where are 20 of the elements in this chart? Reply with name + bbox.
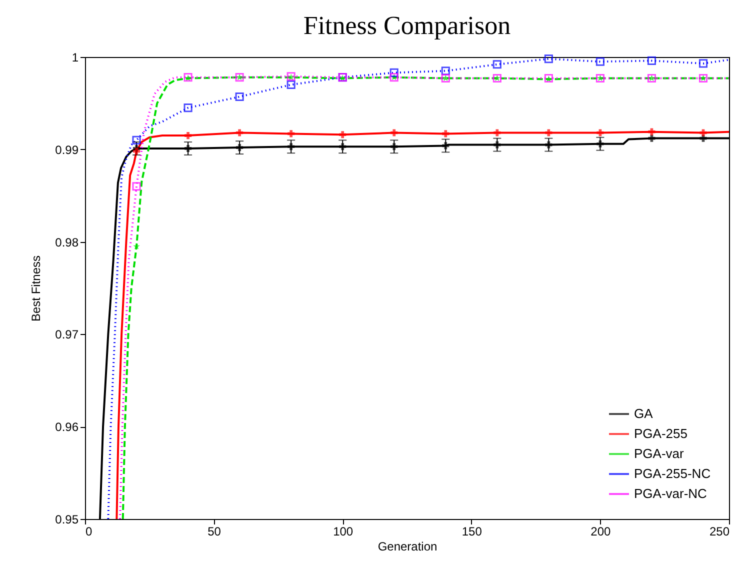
x-tick-label: 250 (709, 524, 730, 538)
y-tick-label: 1 (72, 50, 79, 64)
x-tick-label: 0 (86, 524, 92, 538)
y-tick-label: 0.98 (55, 235, 79, 250)
y-tick-label: 0.99 (55, 142, 79, 157)
y-axis-title: Best Fitness (29, 255, 44, 322)
legend-label: PGA-var-NC (634, 486, 707, 501)
x-axis-title: Generation (378, 540, 438, 554)
chart-title: Fitness Comparison (303, 11, 511, 40)
legend-label: GA (634, 406, 654, 421)
x-tick-label: 50 (208, 524, 222, 538)
legend-label: PGA-255-NC (634, 466, 711, 481)
x-tick-label: 150 (462, 524, 482, 538)
legend-label: PGA-255 (634, 426, 688, 441)
x-tick-label: 200 (590, 524, 612, 538)
x-tick-label: 100 (333, 524, 354, 538)
y-tick-label: 0.96 (55, 420, 79, 434)
y-tick-label: 0.97 (55, 328, 79, 342)
legend-label: PGA-var (634, 446, 685, 461)
y-tick-label: 0.95 (55, 512, 79, 526)
